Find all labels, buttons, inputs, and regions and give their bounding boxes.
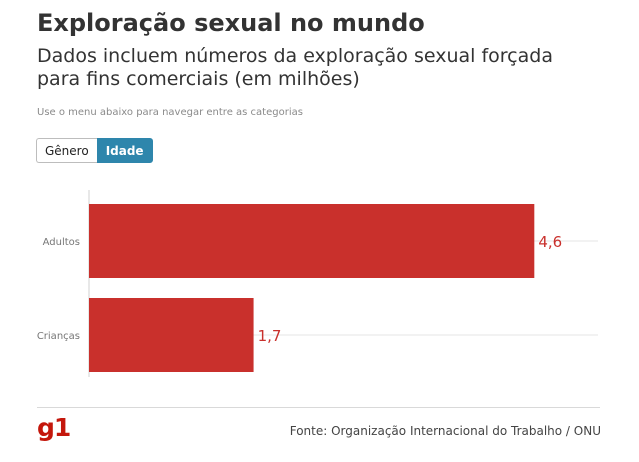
footer-divider <box>37 407 600 408</box>
category-toggle: Gênero Idade <box>36 138 153 163</box>
navigation-hint: Use o menu abaixo para navegar entre as … <box>37 107 303 118</box>
chart-title: Exploração sexual no mundo <box>37 9 425 37</box>
bar-chart: Adultos 4,6 Crianças 1,7 <box>37 190 598 377</box>
toggle-genero-button[interactable]: Gênero <box>36 138 97 163</box>
value-label: 1,7 <box>258 327 282 345</box>
bar-crian-as[interactable] <box>89 298 254 372</box>
source-note: Fonte: Organização Internacional do Trab… <box>289 424 601 438</box>
g1-logo: g1 <box>37 413 71 442</box>
bar-adultos[interactable] <box>89 204 535 278</box>
value-label: 4,6 <box>538 233 562 251</box>
chart-subtitle: Dados incluem números da exploração sexu… <box>37 45 553 90</box>
category-label: Crianças <box>37 331 80 342</box>
toggle-idade-button[interactable]: Idade <box>96 138 153 163</box>
category-label: Adultos <box>43 237 80 248</box>
